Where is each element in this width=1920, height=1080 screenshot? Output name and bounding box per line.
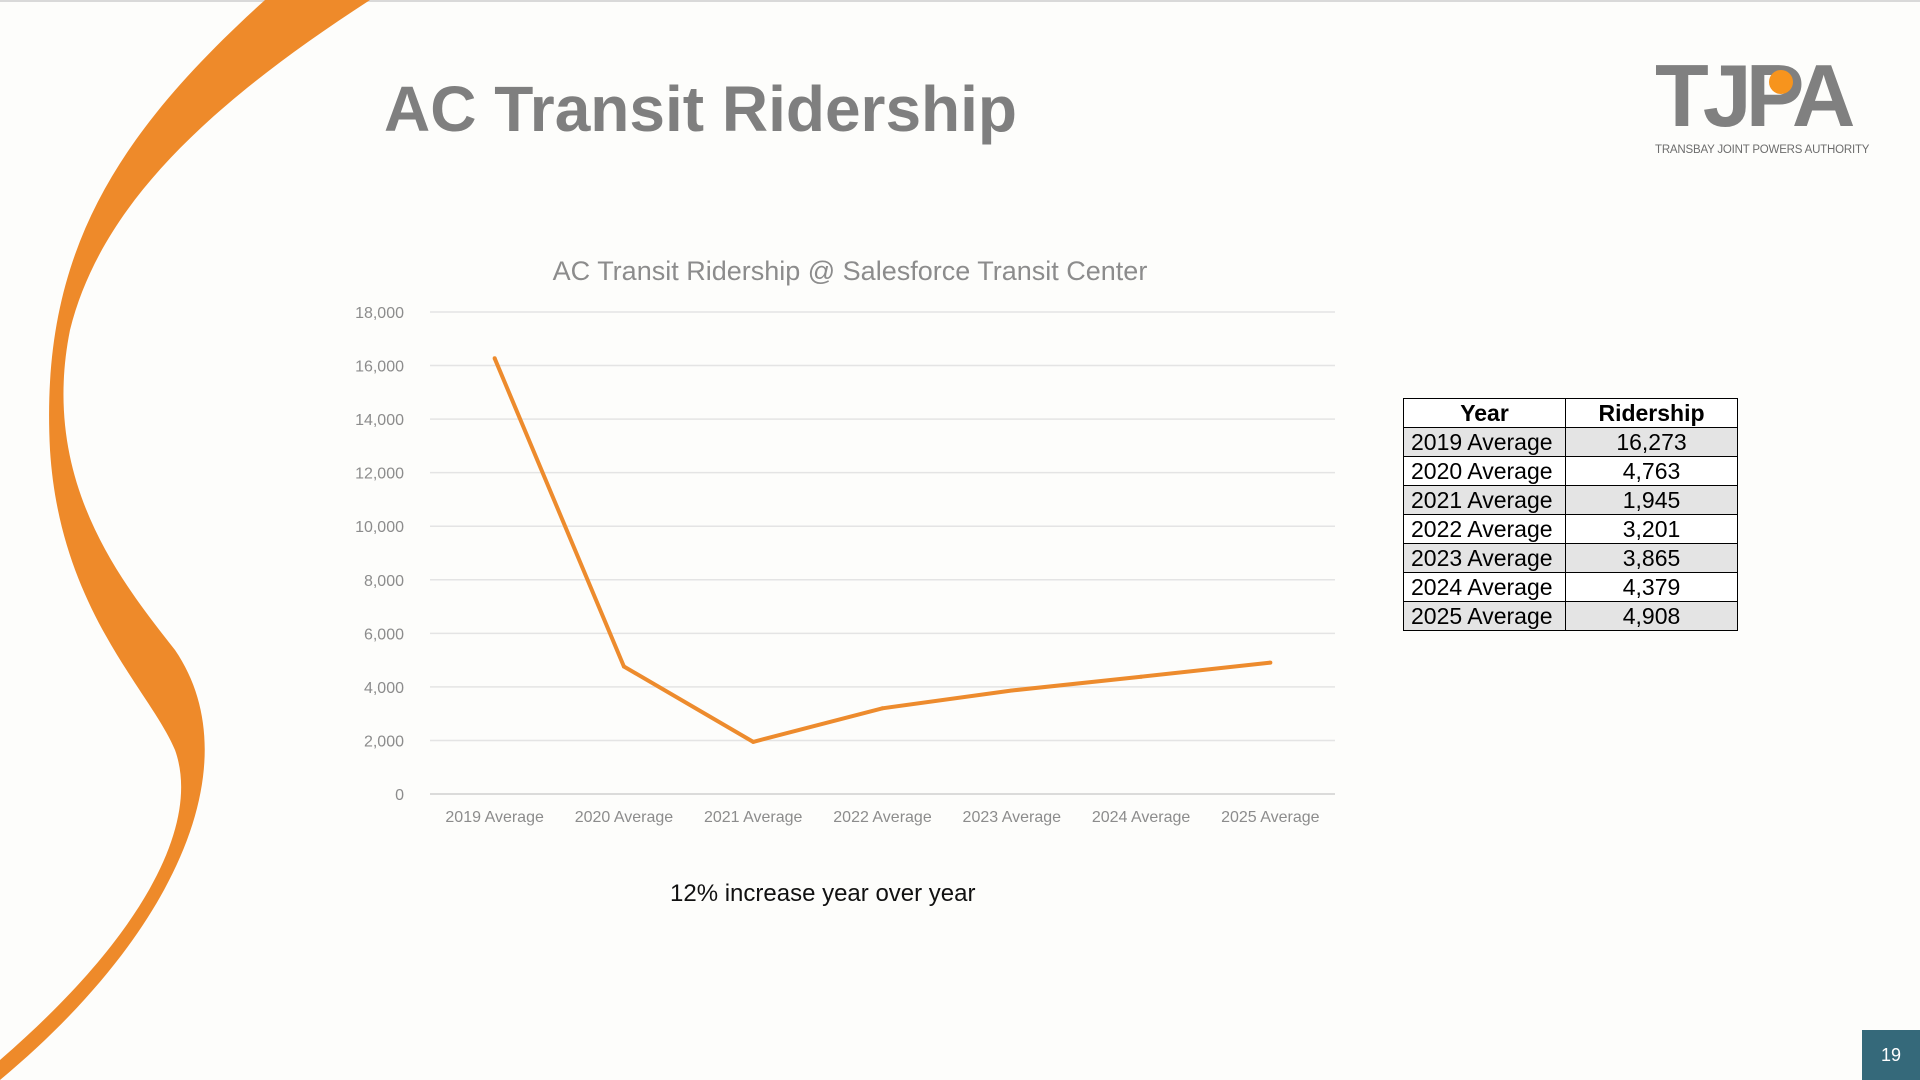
y-tick-label: 12,000 [355, 466, 404, 483]
logo-accent-dot [1769, 70, 1793, 94]
x-tick-label: 2024 Average [1092, 809, 1191, 826]
data-point [492, 356, 497, 361]
x-tick-label: 2020 Average [575, 809, 674, 826]
table-cell-ridership: 3,201 [1565, 514, 1738, 544]
chart-title: AC Transit Ridership @ Salesforce Transi… [553, 256, 1148, 286]
slide-title: AC Transit Ridership [384, 73, 1017, 145]
table-row: 2025 Average 4,908 [1403, 601, 1738, 631]
chart-gridlines [430, 311, 1335, 795]
table-row: 2020 Average 4,763 [1403, 456, 1738, 486]
y-tick-label: 2,000 [364, 733, 404, 750]
series-points [492, 356, 1273, 744]
ridership-series-line [492, 357, 1271, 744]
ridership-line-chart: AC Transit Ridership @ Salesforce Transi… [355, 256, 1335, 826]
logo-letters: TJPA [1655, 46, 1855, 145]
y-tick-label: 4,000 [364, 680, 404, 697]
logo-subtitle: TRANSBAY JOINT POWERS AUTHORITY [1655, 144, 1870, 156]
top-border-line [0, 0, 1920, 2]
table-row: 2019 Average 16,273 [1403, 427, 1738, 457]
x-tick-label: 2025 Average [1221, 809, 1320, 826]
yoy-note: 12% increase year over year [670, 880, 976, 907]
table-row: 2021 Average 1,945 [1403, 485, 1738, 515]
table-cell-year: 2019 Average [1403, 427, 1566, 457]
x-tick-label: 2023 Average [963, 809, 1062, 826]
table-cell-year: 2020 Average [1403, 456, 1566, 486]
y-axis-ticks: 0 2,000 4,000 6,000 8,000 10,000 12,000 14,000 1… [355, 305, 404, 804]
y-tick-label: 0 [395, 787, 404, 804]
tjpa-logo: TJPA TRANSBAY JOINT POWERS AUTHORITY [1655, 46, 1869, 157]
table-cell-year: 2025 Average [1403, 601, 1566, 631]
y-tick-label: 16,000 [355, 359, 404, 376]
x-tick-label: 2021 Average [704, 809, 803, 826]
table-cell-ridership: 4,908 [1565, 601, 1738, 631]
data-point [621, 664, 626, 669]
table-cell-ridership: 1,945 [1565, 485, 1738, 515]
data-point [880, 706, 885, 711]
page-number: 19 [1862, 1030, 1920, 1080]
x-tick-label: 2019 Average [445, 809, 544, 826]
table-row: 2024 Average 4,379 [1403, 572, 1738, 602]
table-row: 2023 Average 3,865 [1403, 543, 1738, 573]
x-tick-label: 2022 Average [833, 809, 932, 826]
table-cell-ridership: 3,865 [1565, 543, 1738, 573]
data-point [1268, 660, 1273, 665]
y-tick-label: 10,000 [355, 519, 404, 536]
y-tick-label: 8,000 [364, 573, 404, 590]
x-axis-ticks: 2019 Average 2020 Average 2021 Average 2022… [445, 809, 1319, 826]
y-tick-label: 14,000 [355, 412, 404, 429]
table-cell-ridership: 4,763 [1565, 456, 1738, 486]
orange-swoosh-decoration [0, 0, 370, 1080]
y-tick-label: 6,000 [364, 626, 404, 643]
table-cell-year: 2024 Average [1403, 572, 1566, 602]
data-point [751, 739, 756, 744]
table-row: 2022 Average 3,201 [1403, 514, 1738, 544]
table-cell-ridership: 4,379 [1565, 572, 1738, 602]
data-point [1009, 688, 1014, 693]
table-header-row: Year Ridership [1403, 398, 1738, 428]
ridership-table: Year Ridership 2019 Average 16,273 2020 … [1403, 398, 1738, 631]
table-header-ridership: Ridership [1565, 398, 1738, 428]
table-cell-year: 2021 Average [1403, 485, 1566, 515]
table-cell-year: 2022 Average [1403, 514, 1566, 544]
y-tick-label: 18,000 [355, 305, 404, 322]
table-cell-year: 2023 Average [1403, 543, 1566, 573]
table-header-year: Year [1403, 398, 1566, 428]
data-point [1139, 674, 1144, 679]
table-cell-ridership: 16,273 [1565, 427, 1738, 457]
